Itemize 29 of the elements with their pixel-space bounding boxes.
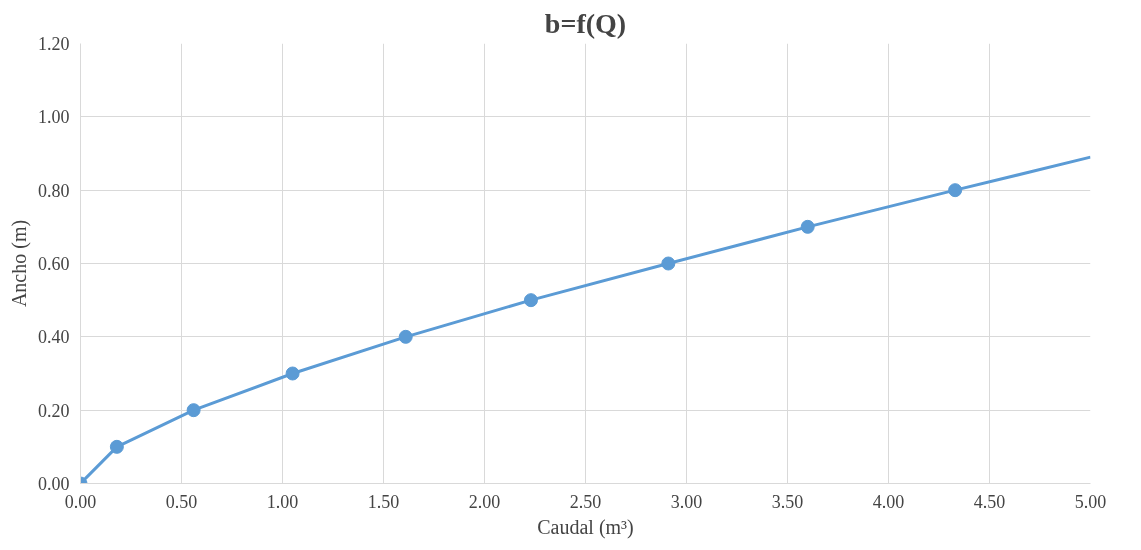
x-tick-label: 5.00 — [1074, 491, 1107, 512]
y-tick-label: 0.80 — [38, 180, 70, 201]
point — [285, 366, 300, 381]
point — [661, 256, 676, 271]
x-tick-label: 0.50 — [165, 491, 198, 512]
x-tick-label: 3.50 — [771, 491, 804, 512]
x-tick-label: 4.50 — [973, 491, 1006, 512]
point — [109, 439, 124, 454]
y-tick-label: 1.00 — [38, 107, 70, 128]
point — [186, 403, 201, 418]
x-tick-label: 4.00 — [872, 491, 905, 512]
x-tick-label: 2.00 — [468, 491, 501, 512]
x-axis-title: Caudal (m³) — [537, 515, 634, 539]
point — [800, 219, 815, 234]
x-tick-label: 0.00 — [64, 491, 97, 512]
point — [523, 293, 538, 308]
chart-title: b=f(Q) — [544, 7, 627, 39]
y-tick-label: 0.00 — [38, 474, 70, 494]
x-tick-label: 3.00 — [670, 491, 703, 512]
y-tick-label: 1.20 — [38, 34, 70, 54]
y-axis-title: Ancho (m) — [8, 219, 31, 308]
x-tick-label: 1.00 — [266, 491, 299, 512]
y-tick-label: 0.20 — [38, 400, 70, 421]
point — [398, 329, 413, 344]
x-tick-label: 2.50 — [569, 491, 602, 512]
y-tick-label: 0.60 — [38, 254, 70, 274]
x-tick-label: 1.50 — [367, 491, 400, 512]
point — [948, 183, 963, 198]
y-tick-label: 0.40 — [38, 327, 70, 348]
